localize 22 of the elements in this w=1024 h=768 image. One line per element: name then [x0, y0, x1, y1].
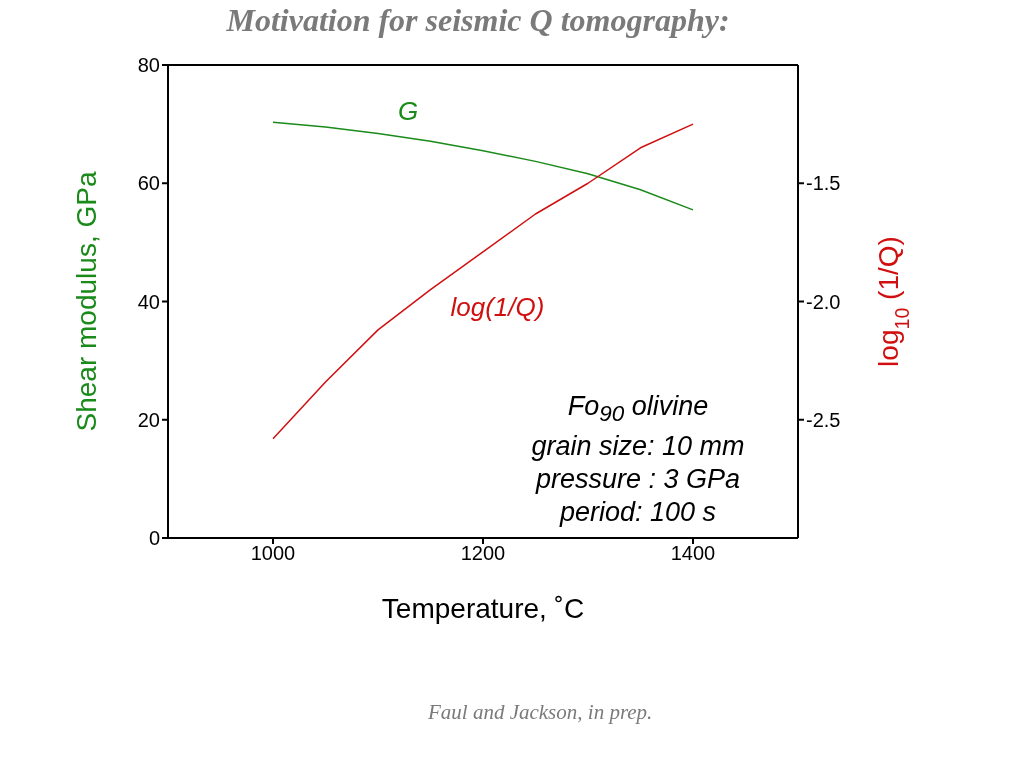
x-tick-label: 1000	[250, 542, 296, 565]
y-tick-label: 40	[137, 290, 160, 313]
x-tick-label: 1200	[460, 542, 506, 565]
annotation: period: 100 s	[558, 496, 718, 530]
y2-tick-label: -2.5	[806, 408, 841, 431]
y-tick-label: 80	[137, 54, 160, 77]
series-label: log(1/Q)	[450, 291, 545, 322]
series-label: G	[398, 95, 419, 126]
y-axis-title: Shear modulus, GPa	[71, 171, 102, 432]
chart-title: Motivation for seismic Q tomography:	[225, 2, 731, 39]
text: Faul and Jackson, in prep.	[428, 700, 653, 725]
annotation: Fo$_{90}$ olivine	[566, 390, 710, 429]
line-series	[272, 121, 694, 211]
x-tick-label: 1400	[670, 542, 716, 565]
y2-tick-label: -2.0	[806, 290, 841, 313]
annotation: pressure : 3 GPa	[534, 463, 742, 497]
annotation: grain size: 10 mm	[530, 430, 746, 464]
y-tick-label: 0	[148, 527, 160, 550]
y-tick-label: 20	[137, 408, 160, 431]
y-tick-label: 60	[137, 172, 160, 195]
y2-tick-label: -1.5	[806, 172, 841, 195]
x-axis-title: Temperature, ˚C	[381, 593, 585, 624]
